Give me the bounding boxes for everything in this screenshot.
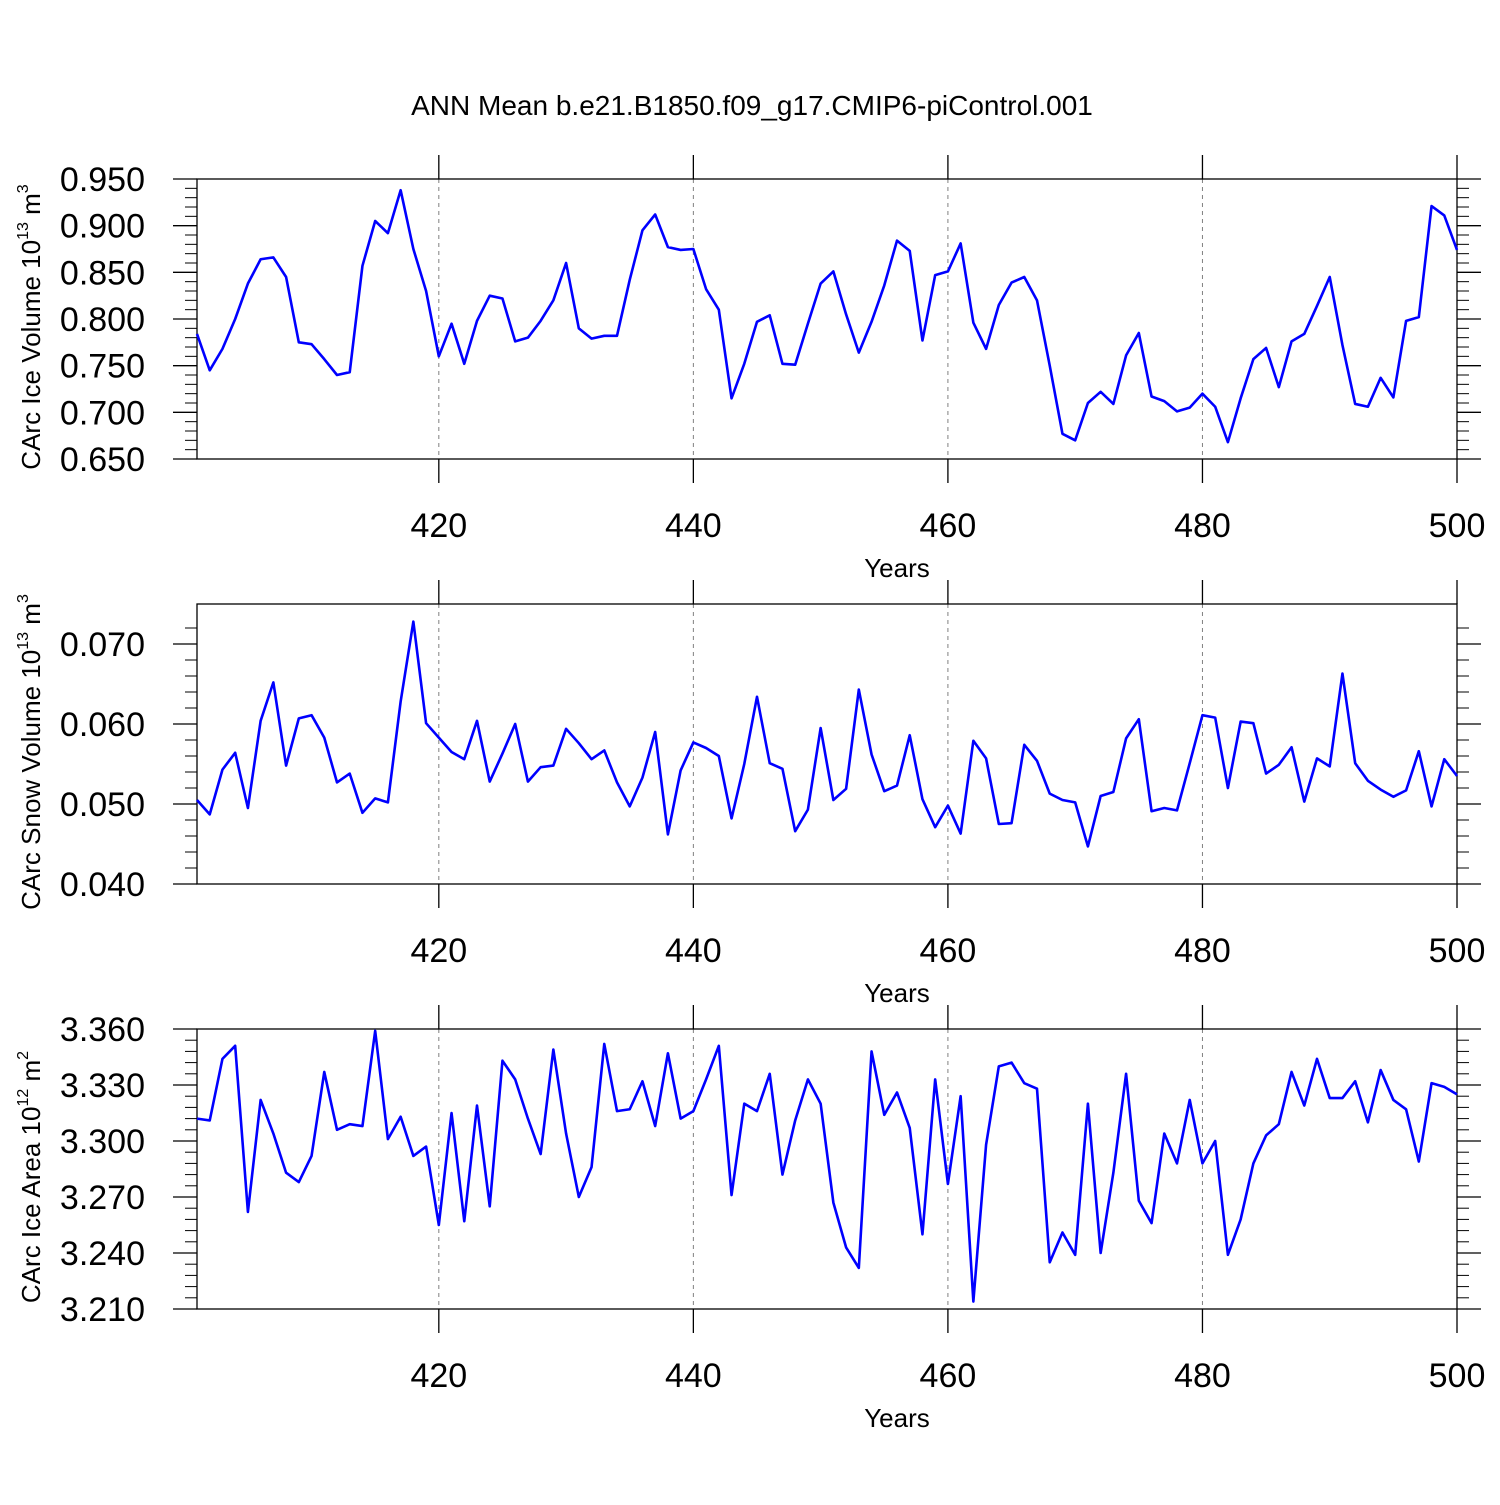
x-tick-label-500: 500 [1429,507,1486,545]
y-tick-label-2: 0.060 [60,706,145,744]
x-tick-label-420: 420 [410,507,467,545]
y-axis-title-exponent: 13 [15,222,32,240]
x-tick-label-420: 420 [410,1357,467,1395]
y-tick-label-4: 3.330 [60,1067,145,1105]
y-axis-title-unit-exponent: 3 [15,184,32,193]
x-axis-title: Years [864,1403,930,1433]
y-tick-label-5: 0.900 [60,208,145,246]
y-tick-label-6: 0.950 [60,161,145,199]
y-tick-label-0: 3.210 [60,1291,145,1329]
x-tick-label-460: 460 [920,1357,977,1395]
y-axis-title-exponent: 13 [15,632,32,650]
y-tick-label-1: 3.240 [60,1235,145,1273]
y-axis-title-exponent: 12 [15,1089,32,1107]
x-tick-label-420: 420 [410,932,467,970]
plot-frame [196,178,1458,460]
y-tick-label-0: 0.650 [60,441,145,479]
y-tick-label-3: 0.800 [60,301,145,339]
series-line [196,620,1459,848]
plot-frame [196,603,1458,885]
x-tick-label-480: 480 [1174,932,1231,970]
y-tick-label-1: 0.050 [60,786,145,824]
chart-panel-1: 420 440 460 480 500 0.650 0.700 0.750 0.800 0.850… [15,155,1485,583]
y-axis-title-unit: m [16,603,46,632]
x-tick-label-440: 440 [665,507,722,545]
y-axis-title: CArc Ice Area 1012 m2 [15,1051,46,1303]
x-tick-label-480: 480 [1174,507,1231,545]
y-tick-label-1: 0.700 [60,394,145,432]
x-tick-label-480: 480 [1174,1357,1231,1395]
y-axis-title: CArc Snow Volume 1013 m3 [15,594,46,910]
x-axis-title: Years [864,553,930,583]
y-axis-title-unit: m [16,193,46,222]
x-tick-label-500: 500 [1429,1357,1486,1395]
y-tick-label-2: 0.750 [60,348,145,386]
y-tick-label-5: 3.360 [60,1011,145,1049]
y-tick-label-0: 0.040 [60,866,145,904]
series-line [196,1029,1458,1303]
y-tick-label-4: 0.850 [60,254,145,292]
x-tick-label-460: 460 [920,507,977,545]
x-tick-label-500: 500 [1429,932,1486,970]
x-tick-label-460: 460 [920,932,977,970]
chart-panel-3: 420 440 460 480 500 3.210 3.240 3.270 3.300 3.330… [15,1005,1485,1433]
y-axis-title-unit: m [16,1060,46,1089]
y-tick-label-3: 0.070 [60,626,145,664]
y-axis-title-unit-exponent: 3 [15,594,32,603]
y-tick-label-3: 3.300 [60,1123,145,1161]
x-tick-label-440: 440 [665,932,722,970]
x-axis-title: Years [864,978,930,1008]
y-axis-title: CArc Ice Volume 1013 m3 [15,184,46,469]
plot-frame [196,1028,1458,1310]
series-line [195,188,1459,444]
x-tick-label-440: 440 [665,1357,722,1395]
y-axis-title-main: CArc Ice Area 10 [16,1107,46,1304]
y-axis-title-main: CArc Ice Volume 10 [16,240,46,470]
y-axis-title-unit-exponent: 2 [15,1051,32,1060]
chart-panel-2: 420 440 460 480 500 0.040 0.050 0.060 0.070 Years… [15,580,1485,1008]
y-tick-label-2: 3.270 [60,1179,145,1217]
y-axis-title-main: CArc Snow Volume 10 [16,650,46,910]
figure-title: ANN Mean b.e21.B1850.f09_g17.CMIP6-piCon… [411,90,1093,121]
panels: 420 440 460 480 500 0.650 0.700 0.750 0.800 0.850… [15,155,1485,1433]
